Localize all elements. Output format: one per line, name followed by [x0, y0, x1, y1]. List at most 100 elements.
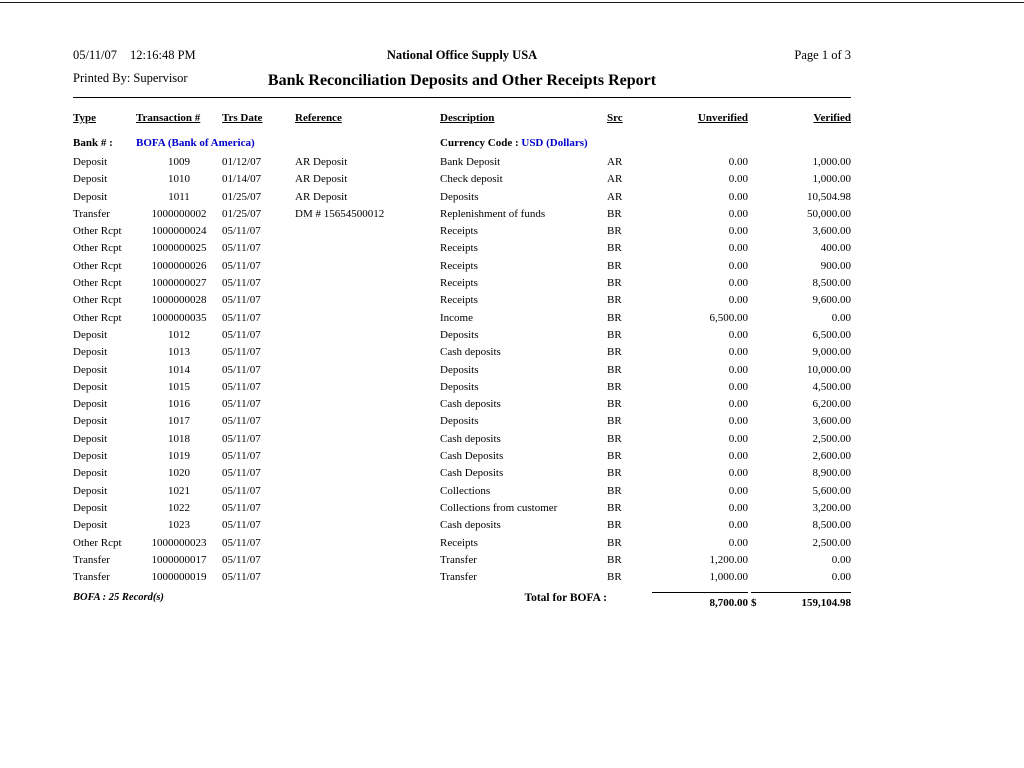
cell-unverified: 0.00 — [728, 225, 748, 238]
cell-trs-date: 05/11/07 — [222, 450, 261, 463]
cell-unverified: 0.00 — [728, 363, 748, 376]
cell-reference — [295, 292, 440, 309]
cell-unverified: 0.00 — [728, 346, 748, 359]
cell-description: Cash deposits — [440, 519, 501, 532]
cell-src: BR — [607, 380, 622, 393]
cell-transaction-number: 1023 — [168, 519, 190, 532]
cell-unverified: 0.00 — [728, 173, 748, 186]
cell-unverified: 1,200.00 — [709, 553, 749, 566]
table-row: Other Rcpt 1000000023 05/11/07 Receipts BR 0.… — [73, 535, 851, 552]
cell-reference — [295, 569, 440, 586]
cell-verified: 50,000.00 — [807, 207, 851, 220]
cell-unverified: 0.00 — [728, 519, 748, 532]
cell-verified: 2,500.00 — [812, 536, 852, 549]
table-header: Type Transaction # Trs Date Reference De… — [73, 112, 851, 132]
cell-transaction-number: 1000000028 — [151, 294, 207, 307]
cell-unverified: 0.00 — [728, 501, 748, 514]
cell-trs-date: 05/11/07 — [222, 346, 261, 359]
cell-type: Transfer — [73, 571, 110, 584]
table-row: Other Rcpt 1000000025 05/11/07 Receipts BR 0.… — [73, 240, 851, 257]
cell-trs-date: 05/11/07 — [222, 553, 261, 566]
cell-transaction-number: 1012 — [168, 328, 190, 341]
cell-src: AR — [607, 173, 623, 186]
cell-src: BR — [607, 225, 622, 238]
bank-group-row: Bank # : BOFA (Bank of America) Currency… — [73, 132, 851, 154]
table-row: Deposit 1023 05/11/07 Cash deposits BR 0.00 8,… — [73, 517, 851, 534]
page-number: Page 1 of 3 — [794, 48, 851, 62]
cell-verified: 3,600.00 — [812, 225, 852, 238]
cell-transaction-number: 1010 — [168, 173, 190, 186]
cell-src: BR — [607, 484, 622, 497]
cell-transaction-number: 1000000025 — [151, 242, 207, 255]
cell-reference — [295, 344, 440, 361]
cell-src: BR — [607, 259, 622, 272]
cell-src: BR — [607, 467, 622, 480]
header-divider — [73, 97, 851, 98]
cell-reference — [295, 535, 440, 552]
table-row: Transfer 1000000017 05/11/07 Transfer BR 1,20… — [73, 552, 851, 569]
cell-transaction-number: 1009 — [168, 156, 190, 168]
cell-unverified: 0.00 — [728, 398, 748, 411]
cell-reference — [295, 500, 440, 517]
table-row: Deposit 1016 05/11/07 Cash deposits BR 0.00 6,… — [73, 396, 851, 413]
cell-reference — [295, 327, 440, 344]
cell-unverified: 0.00 — [728, 536, 748, 549]
table-row: Deposit 1013 05/11/07 Cash deposits BR 0.00 9,… — [73, 344, 851, 361]
cell-description: Cash deposits — [440, 432, 501, 445]
report-header-line1: 05/11/07 12:16:48 PM National Office Sup… — [73, 48, 851, 69]
cell-unverified: 0.00 — [728, 484, 748, 497]
cell-description: Transfer — [440, 553, 477, 566]
cell-verified: 1,000.00 — [812, 156, 852, 168]
total-verified-cell: $159,104.98 — [748, 586, 851, 609]
cell-description: Income — [440, 311, 473, 324]
table-row: Other Rcpt 1000000026 05/11/07 Receipts BR 0.… — [73, 258, 851, 275]
cell-verified: 3,600.00 — [812, 415, 852, 428]
cell-description: Cash deposits — [440, 398, 501, 411]
printed-by: Printed By: Supervisor — [73, 71, 188, 86]
table-row: Other Rcpt 1000000027 05/11/07 Receipts BR 0.… — [73, 275, 851, 292]
table-row: Deposit 1010 01/14/07 AR Deposit Check depos… — [73, 171, 851, 188]
cell-src: BR — [607, 207, 622, 220]
cell-src: BR — [607, 501, 622, 514]
col-header-src: Src — [607, 112, 623, 124]
cell-unverified: 0.00 — [728, 467, 748, 480]
cell-src: AR — [607, 156, 623, 168]
cell-description: Deposits — [440, 380, 479, 393]
cell-trs-date: 05/11/07 — [222, 571, 261, 584]
cell-verified: 2,500.00 — [812, 432, 852, 445]
cell-verified: 10,000.00 — [807, 363, 851, 376]
cell-trs-date: 05/11/07 — [222, 501, 261, 514]
table-row: Deposit 1017 05/11/07 Deposits BR 0.00 3,600.0… — [73, 413, 851, 430]
cell-reference — [295, 258, 440, 275]
cell-verified: 9,000.00 — [812, 346, 852, 359]
cell-transaction-number: 1000000019 — [151, 571, 207, 584]
currency-symbol: $ — [751, 597, 757, 610]
cell-type: Deposit — [73, 173, 108, 186]
cell-verified: 0.00 — [831, 553, 851, 566]
cell-type: Other Rcpt — [73, 259, 122, 272]
cell-type: Deposit — [73, 450, 108, 463]
currency-code-value[interactable]: USD (Dollars) — [521, 137, 588, 149]
cell-description: Bank Deposit — [440, 156, 501, 168]
cell-verified: 9,600.00 — [812, 294, 852, 307]
cell-description: Cash Deposits — [440, 450, 504, 463]
report-header-line2: Printed By: Supervisor Bank Reconciliati… — [73, 69, 851, 97]
cell-unverified: 0.00 — [728, 190, 748, 203]
cell-src: BR — [607, 415, 622, 428]
cell-src: BR — [607, 294, 622, 307]
cell-verified: 6,500.00 — [812, 328, 852, 341]
cell-trs-date: 05/11/07 — [222, 363, 261, 376]
cell-unverified: 0.00 — [728, 450, 748, 463]
cell-reference — [295, 413, 440, 430]
total-verified: $159,104.98 — [751, 592, 851, 609]
cell-src: BR — [607, 519, 622, 532]
bank-value-link[interactable]: BOFA (Bank of America) — [136, 137, 255, 149]
table-row: Deposit 1018 05/11/07 Cash deposits BR 0.00 2,… — [73, 431, 851, 448]
cell-trs-date: 05/11/07 — [222, 311, 261, 324]
cell-type: Deposit — [73, 156, 108, 168]
cell-reference — [295, 552, 440, 569]
cell-type: Deposit — [73, 346, 108, 359]
cell-unverified: 6,500.00 — [709, 311, 749, 324]
cell-reference — [295, 483, 440, 500]
